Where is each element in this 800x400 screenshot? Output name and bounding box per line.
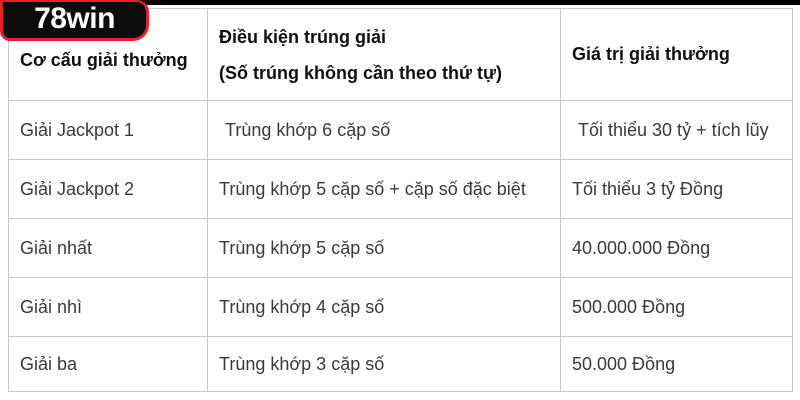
table-row: Giải Jackpot 1 Trùng khớp 6 cặp số Tối t… bbox=[8, 100, 793, 160]
value-cell: 500.000 Đồng bbox=[560, 277, 793, 337]
condition-cell: Trùng khớp 4 cặp số bbox=[207, 277, 561, 337]
col-header-winning-condition: Điều kiện trúng giải (Số trúng không cần… bbox=[207, 8, 561, 101]
table-row: Giải nhì Trùng khớp 4 cặp số 500.000 Đồn… bbox=[8, 277, 793, 337]
condition-cell: Trùng khớp 5 cặp số + cặp số đặc biệt bbox=[207, 159, 561, 219]
brand-logo-78win: 78win bbox=[0, 0, 149, 41]
logo-text: 78win bbox=[34, 1, 115, 35]
prize-name-cell: Giải nhì bbox=[8, 277, 208, 337]
condition-cell: Trùng khớp 3 cặp số bbox=[207, 336, 561, 392]
prize-table: Cơ cấu giải thưởng Điều kiện trúng giải … bbox=[8, 8, 793, 392]
top-border-bar bbox=[0, 0, 800, 5]
prize-name-cell: Giải Jackpot 1 bbox=[8, 100, 208, 160]
table-row: Giải nhất Trùng khớp 5 cặp số 40.000.000… bbox=[8, 218, 793, 278]
condition-cell: Trùng khớp 6 cặp số bbox=[207, 100, 561, 160]
condition-cell: Trùng khớp 5 cặp số bbox=[207, 218, 561, 278]
table-row: Giải Jackpot 2 Trùng khớp 5 cặp số + cặp… bbox=[8, 159, 793, 219]
value-cell: 50.000 Đồng bbox=[560, 336, 793, 392]
table-row: Giải ba Trùng khớp 3 cặp số 50.000 Đồng bbox=[8, 336, 793, 392]
value-cell: 40.000.000 Đồng bbox=[560, 218, 793, 278]
condition-header-line1: Điều kiện trúng giải bbox=[219, 26, 387, 47]
col-header-prize-value: Giá trị giải thưởng bbox=[560, 8, 793, 101]
value-cell: Tối thiểu 30 tỷ + tích lũy bbox=[560, 100, 793, 160]
header-row: Cơ cấu giải thưởng Điều kiện trúng giải … bbox=[8, 8, 793, 101]
prize-name-cell: Giải Jackpot 2 bbox=[8, 159, 208, 219]
prize-name-cell: Giải nhất bbox=[8, 218, 208, 278]
prize-name-cell: Giải ba bbox=[8, 336, 208, 392]
condition-header-line2: (Số trúng không cần theo thứ tự) bbox=[219, 62, 503, 83]
value-cell: Tối thiểu 3 tỷ Đồng bbox=[560, 159, 793, 219]
